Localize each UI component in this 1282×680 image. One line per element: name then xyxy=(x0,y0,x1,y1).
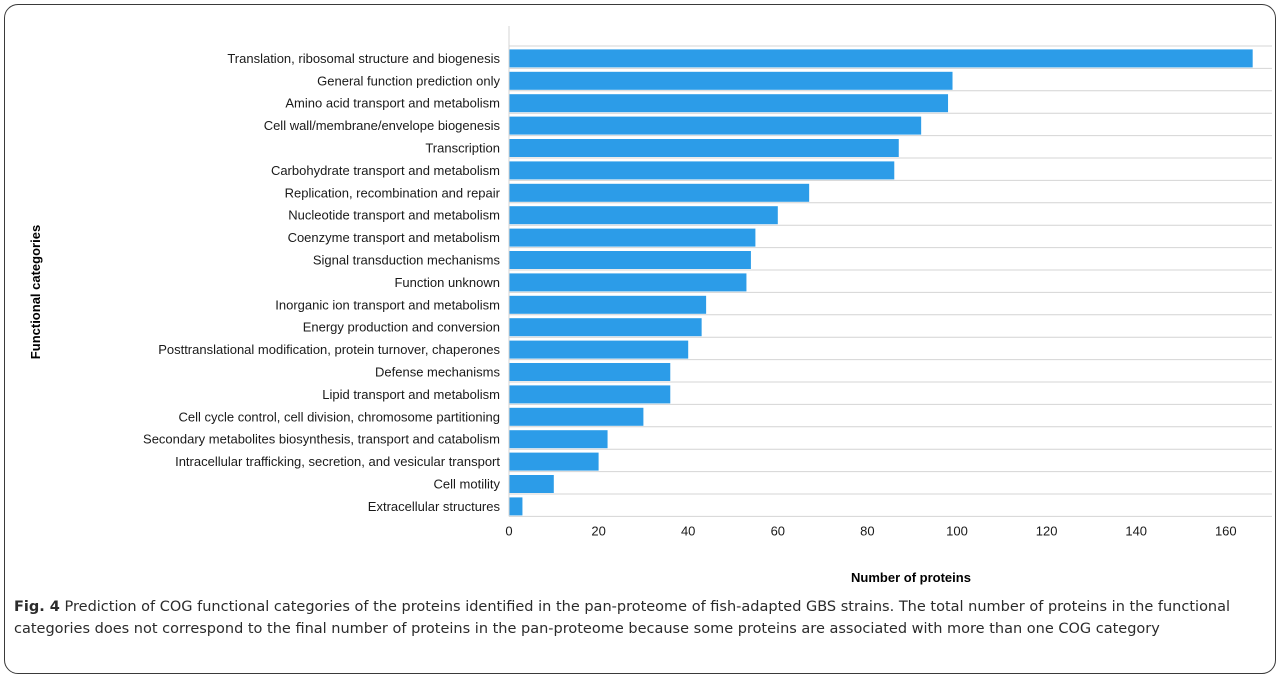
x-axis-label: Number of proteins xyxy=(851,570,971,585)
category-label: Transcription xyxy=(425,141,500,156)
bar xyxy=(509,497,523,516)
category-label: Translation, ribosomal structure and bio… xyxy=(227,51,500,66)
category-label: General function prediction only xyxy=(317,73,500,88)
x-tick-label: 80 xyxy=(860,523,874,538)
category-label: Coenzyme transport and metabolism xyxy=(288,230,500,245)
bar xyxy=(509,407,644,426)
x-tick-label: 100 xyxy=(946,523,968,538)
bar xyxy=(509,161,895,180)
x-tick-label: 40 xyxy=(681,523,695,538)
category-label: Replication, recombination and repair xyxy=(285,185,501,200)
bar xyxy=(509,295,707,314)
bar xyxy=(509,452,599,471)
category-label: Extracellular structures xyxy=(368,499,501,514)
caption-figure-label: Fig. 4 xyxy=(14,599,60,615)
bar xyxy=(509,318,702,337)
category-label: Signal transduction mechanisms xyxy=(313,253,501,268)
caption-text: Prediction of COG functional categories … xyxy=(14,599,1231,637)
category-label: Function unknown xyxy=(394,275,500,290)
bar xyxy=(509,49,1253,68)
bar xyxy=(509,71,953,90)
category-label: Lipid transport and metabolism xyxy=(322,387,500,402)
category-label: Secondary metabolites biosynthesis, tran… xyxy=(143,432,500,447)
x-tick-label: 140 xyxy=(1125,523,1147,538)
bar xyxy=(509,475,554,493)
figure-frame xyxy=(4,4,1276,674)
grid-layer xyxy=(509,45,1272,517)
bar xyxy=(509,385,671,404)
x-tick-label: 0 xyxy=(505,523,512,538)
category-label: Energy production and conversion xyxy=(303,320,500,335)
category-label: Carbohydrate transport and metabolism xyxy=(271,163,500,178)
bar xyxy=(509,183,810,202)
category-labels: Translation, ribosomal structure and bio… xyxy=(143,51,501,514)
x-tick-labels: 0 20 40 60 80 100 120 140 160 xyxy=(505,523,1236,538)
bar xyxy=(509,251,751,269)
bar xyxy=(509,94,949,113)
bar xyxy=(509,139,899,157)
bar xyxy=(509,116,922,135)
category-label: Defense mechanisms xyxy=(375,365,500,380)
x-tick-label: 60 xyxy=(771,523,785,538)
category-label: Nucleotide transport and metabolism xyxy=(288,208,500,223)
category-label: Cell motility xyxy=(434,477,501,492)
x-tick-label: 120 xyxy=(1036,523,1058,538)
x-tick-label: 20 xyxy=(591,523,605,538)
category-label: Intracellular trafficking, secretion, an… xyxy=(175,454,500,469)
bar xyxy=(509,206,778,225)
bar xyxy=(509,273,747,292)
x-tick-label: 160 xyxy=(1215,523,1237,538)
y-axis-label: Functional categories xyxy=(28,225,43,359)
bars-layer xyxy=(509,49,1253,516)
bar xyxy=(509,340,689,359)
bar xyxy=(509,228,756,247)
bar xyxy=(509,430,608,449)
bar xyxy=(509,363,671,381)
bar-chart: Translation, ribosomal structure and bio… xyxy=(28,26,1272,585)
category-label: Inorganic ion transport and metabolism xyxy=(275,297,500,312)
category-label: Cell wall/membrane/envelope biogenesis xyxy=(264,118,501,133)
figure-caption: Fig. 4 Prediction of COG functional cate… xyxy=(14,596,1264,640)
category-label: Amino acid transport and metabolism xyxy=(285,96,500,111)
category-label: Posttranslational modification, protein … xyxy=(158,342,500,357)
category-label: Cell cycle control, cell division, chrom… xyxy=(178,409,500,424)
